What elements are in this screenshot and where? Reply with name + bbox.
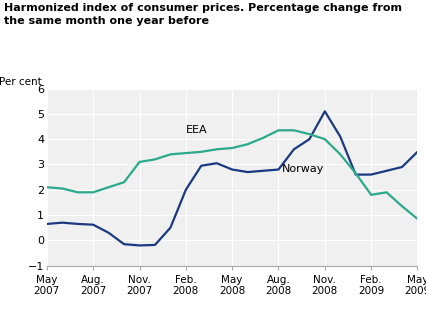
Text: Norway: Norway bbox=[282, 164, 324, 174]
Text: EEA: EEA bbox=[186, 125, 207, 135]
Text: Harmonized index of consumer prices. Percentage change from
the same month one y: Harmonized index of consumer prices. Per… bbox=[4, 3, 402, 26]
Text: Per cent: Per cent bbox=[0, 77, 41, 87]
